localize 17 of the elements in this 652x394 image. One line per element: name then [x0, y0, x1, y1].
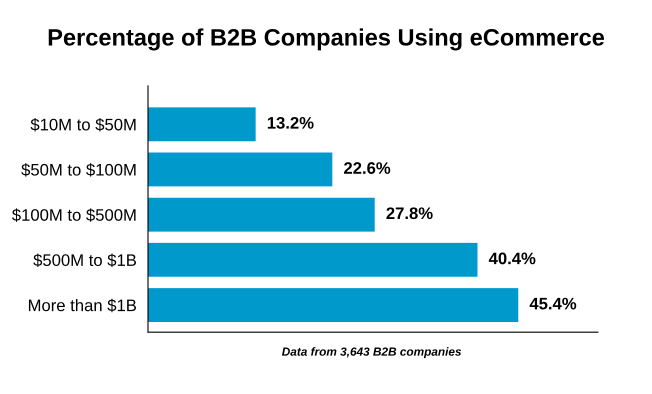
bar	[148, 198, 375, 232]
bar	[148, 288, 518, 322]
y-tick-label: $100M to $500M	[12, 208, 136, 222]
data-label: 13.2%	[268, 116, 314, 129]
y-tick-label: $500M to $1B	[33, 254, 136, 268]
data-label: 22.6%	[344, 162, 390, 174]
chart-title: Percentage of B2B Companies Using eCommerce	[48, 28, 604, 50]
data-label: 27.8%	[386, 207, 433, 220]
text: Data from 3,643 B2B companies	[282, 347, 462, 358]
bar	[148, 107, 256, 142]
bar	[148, 242, 478, 277]
y-tick-label: $50M to $100M	[21, 163, 136, 177]
bar	[148, 152, 332, 186]
y-tick-label: $10M to $50M	[30, 118, 136, 132]
y-tick-label: More than $1B	[28, 298, 136, 312]
data-label: 45.4%	[530, 298, 576, 310]
data-label: 40.4%	[488, 252, 536, 264]
